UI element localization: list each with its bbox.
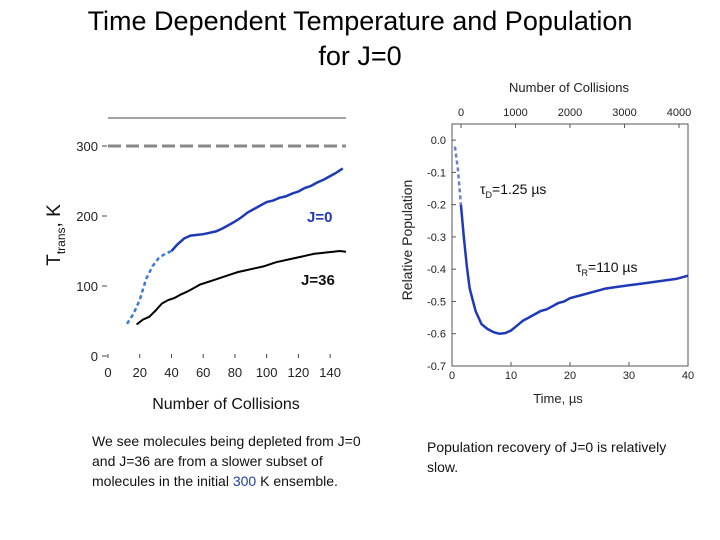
top-axis-label: Number of Collisions	[509, 80, 629, 95]
annotation-1: τR=110 µs	[576, 259, 637, 278]
y-tick-label-0: 0.0	[431, 135, 446, 147]
y-tick-label-1: -0.1	[427, 167, 446, 179]
top-tick-label-1: 1000	[503, 107, 527, 119]
x-tick-label-2: 20	[564, 370, 576, 382]
series-j-0-early	[125, 249, 173, 325]
x-tick-label-5: 100	[256, 365, 278, 380]
x-tick-label-1: 20	[132, 365, 146, 380]
top-tick-label-3: 3000	[612, 107, 636, 119]
x-tick-label-4: 80	[228, 365, 242, 380]
x-tick-label-1: 10	[505, 370, 517, 382]
top-tick-label-0: 0	[458, 107, 464, 119]
caption-left-highlight: 300	[232, 473, 257, 489]
caption-left-text: We see molecules being depleted from J=0…	[92, 433, 361, 489]
top-tick-label-4: 4000	[667, 107, 691, 119]
annotation-1-sub: R	[582, 268, 589, 278]
x-axis-label: Number of Collisions	[152, 396, 300, 413]
annotation-0-sub: D	[486, 190, 493, 200]
x-tick-label-0: 0	[449, 370, 455, 382]
y-tick-label-0: 0	[91, 349, 98, 364]
slide-title-line2: for J=0	[318, 41, 402, 71]
y-tick-label-5: -0.5	[427, 296, 446, 308]
annotation-0-symbol: τ	[480, 181, 486, 197]
series-j0	[459, 204, 689, 335]
y-tick-label-7: -0.7	[427, 361, 446, 373]
y-tick-label-1: 100	[76, 279, 98, 294]
y-axis-label-unit: , K	[44, 204, 65, 228]
x-tick-label-6: 120	[288, 365, 310, 380]
slide-title-line1: Time Dependent Temperature and Populatio…	[87, 6, 633, 36]
x-axis-label: Time, µs	[533, 391, 583, 406]
slide-title: Time Dependent Temperature and Populatio…	[0, 4, 720, 74]
y-tick-label-2: 200	[76, 209, 98, 224]
y-axis-label-main: T	[44, 254, 65, 266]
x-tick-label-2: 40	[164, 365, 178, 380]
annotation-0: τD=1.25 µs	[480, 181, 546, 200]
y-tick-label-2: -0.2	[427, 200, 446, 212]
series-j-36	[135, 249, 347, 326]
x-tick-label-3: 60	[196, 365, 210, 380]
y-tick-label-4: -0.4	[427, 264, 446, 276]
caption-left-suffix: K ensemble.	[256, 473, 338, 489]
annotation-1-value: =110 µs	[588, 259, 637, 275]
caption-left: We see molecules being depleted from J=0…	[92, 431, 382, 491]
y-tick-label-6: -0.6	[427, 329, 446, 341]
top-tick-label-2: 2000	[558, 107, 582, 119]
x-tick-label-4: 40	[682, 370, 694, 382]
y-axis-label-sub: trans	[54, 227, 68, 254]
y-axis-label: Ttrans, K	[44, 204, 68, 266]
series-label-j0: J=0	[307, 209, 332, 226]
x-tick-label-3: 30	[623, 370, 635, 382]
caption-right: Population recovery of J=0 is relatively…	[427, 439, 667, 475]
x-tick-label-7: 140	[319, 365, 341, 380]
annotation-0-value: =1.25 µs	[492, 181, 546, 197]
y-tick-label-3: 300	[76, 139, 98, 154]
y-tick-label-3: -0.3	[427, 232, 446, 244]
series-label-j36: J=36	[301, 272, 335, 289]
annotation-1-symbol: τ	[576, 259, 582, 275]
series-j0-early	[453, 146, 463, 205]
series-j-0	[170, 167, 344, 252]
x-tick-label-0: 0	[104, 365, 111, 380]
y-axis-label: Relative Population	[399, 180, 415, 301]
